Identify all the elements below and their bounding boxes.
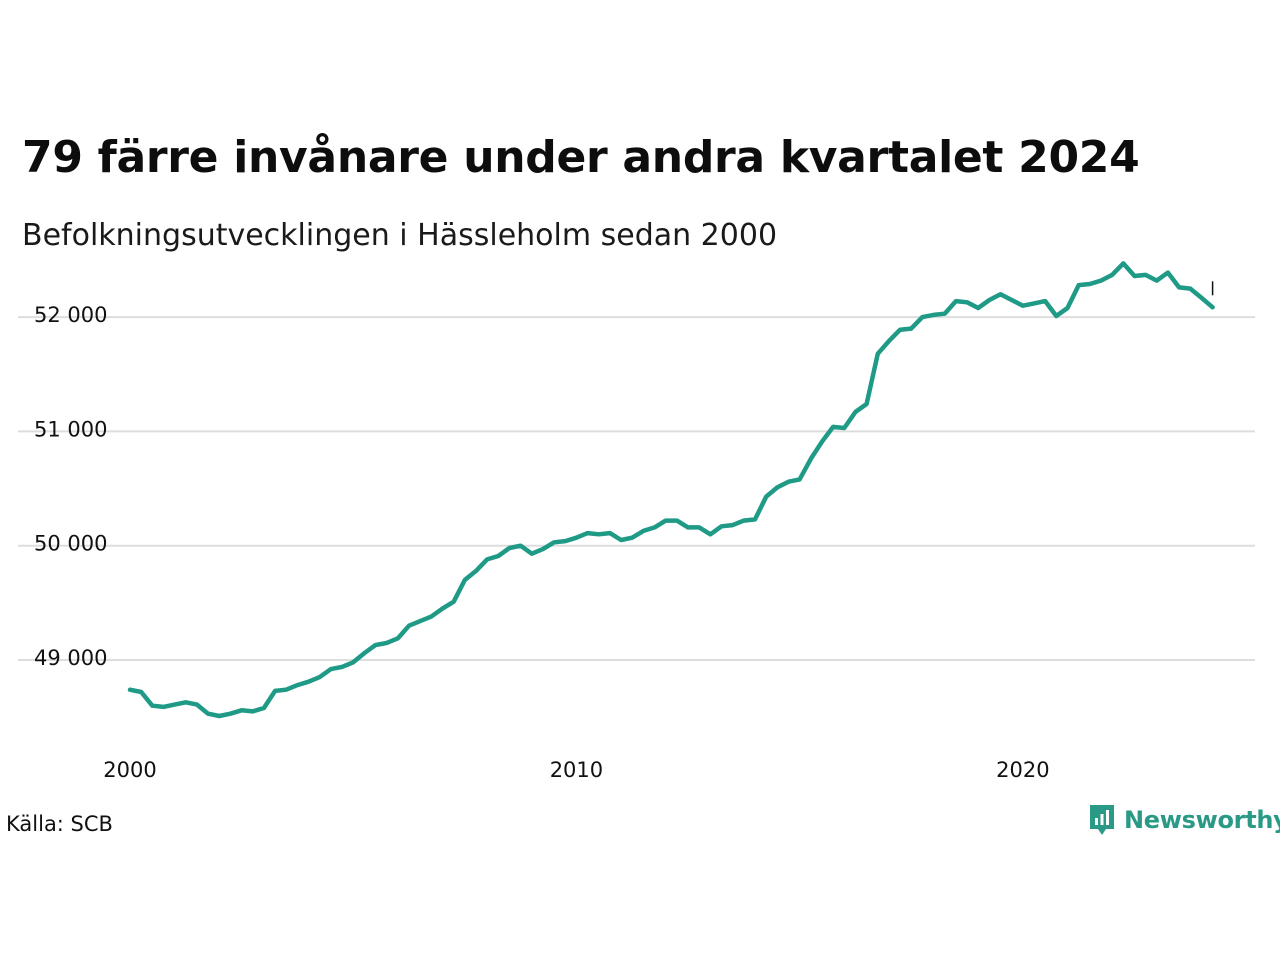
x-tick-label: 2000 — [103, 758, 156, 782]
line-chart: 49 000 50 000 51 000 52 000 2000 2010 2020 52… — [18, 260, 1255, 782]
y-tick-label: 52 000 — [34, 303, 107, 327]
newsworthy-logo-icon — [1090, 805, 1114, 835]
y-tick-label: 50 000 — [34, 532, 107, 556]
page-subtitle: Befolkningsutvecklingen i Hässleholm sed… — [22, 218, 778, 253]
x-tick-label: 2010 — [550, 758, 603, 782]
y-axis-labels: 49 000 50 000 51 000 52 000 — [34, 303, 107, 670]
source-note: Källa: SCB — [6, 812, 113, 836]
series-line — [127, 261, 1215, 719]
y-tick-label: 51 000 — [34, 417, 107, 441]
series-layer — [127, 261, 1215, 719]
x-tick-label: 2020 — [996, 758, 1049, 782]
grid-lines — [18, 316, 1255, 661]
brand-name: Newsworthy — [1124, 806, 1280, 834]
last-value-annotation: 52 086 — [1138, 260, 1229, 296]
x-axis-labels: 2000 2010 2020 — [103, 758, 1049, 782]
annotation-label: 52 086 — [1138, 260, 1229, 266]
y-tick-label: 49 000 — [34, 646, 107, 670]
page-title: 79 färre invånare under andra kvartalet … — [22, 132, 1140, 183]
brand-logo[interactable]: Newsworthy — [1088, 803, 1280, 837]
